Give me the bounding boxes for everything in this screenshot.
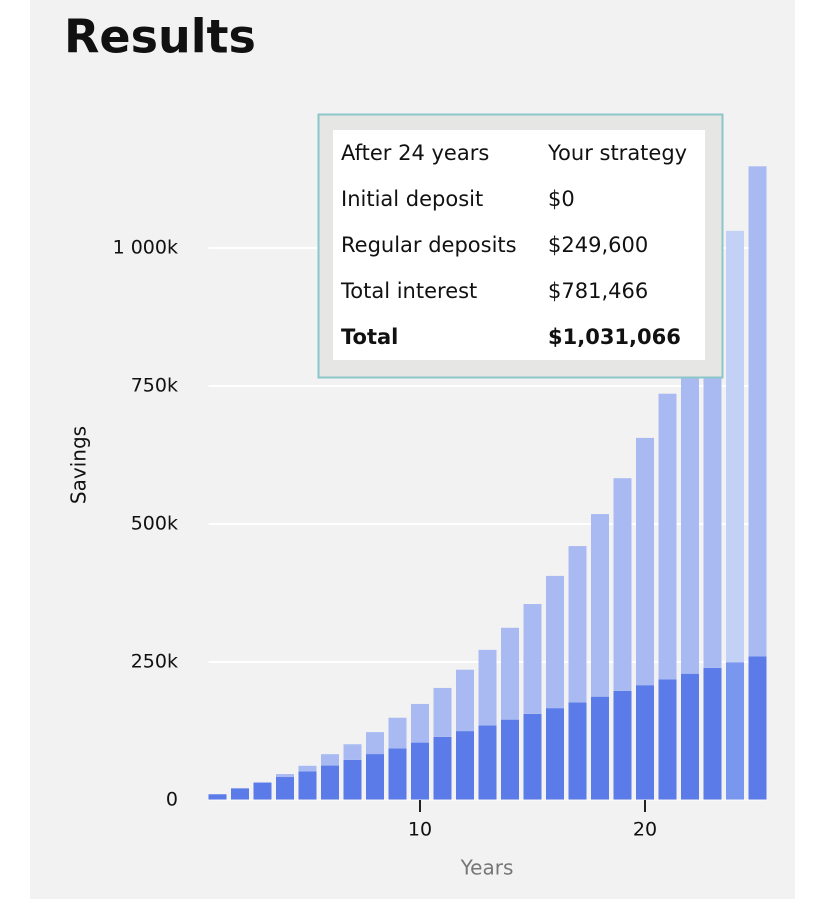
- y-tick-label: 750k: [131, 375, 178, 397]
- bar-segment: [681, 673, 699, 800]
- bar-segment: [411, 742, 429, 800]
- y-tick-label: 250k: [131, 651, 178, 673]
- bar-segment: [433, 736, 452, 800]
- bar-segment: [568, 702, 587, 800]
- y-tick-label: 1 000k: [113, 237, 178, 259]
- bar-segment: [726, 662, 744, 800]
- bar-segment: [343, 744, 362, 760]
- bar-segment: [546, 575, 564, 709]
- bar-segment: [568, 546, 587, 703]
- bar-segment: [478, 649, 497, 726]
- bar-segment: [388, 748, 407, 800]
- bar-segment: [591, 514, 609, 697]
- bar-segment: [321, 765, 339, 800]
- tooltip-cell: $249,600: [548, 233, 648, 257]
- x-tick-label: 20: [633, 819, 657, 841]
- bar-segment: [613, 478, 632, 691]
- bar-segment: [298, 771, 317, 800]
- bar-segment: [298, 765, 317, 772]
- bar-segment: [703, 292, 722, 668]
- bar-segment: [478, 725, 497, 800]
- bar-segment: [366, 732, 384, 755]
- bar-segment: [523, 604, 542, 714]
- tooltip-header: Your strategy: [547, 141, 687, 165]
- bar-segment: [748, 166, 767, 657]
- page-title: Results: [64, 10, 256, 64]
- bar-segment: [726, 230, 744, 663]
- bar-segment: [658, 679, 677, 800]
- tooltip-cell: Initial deposit: [341, 187, 483, 211]
- bar-segment: [501, 719, 519, 800]
- tooltip-header: After 24 years: [341, 141, 489, 165]
- bar-segment: [636, 437, 654, 686]
- bar-segment: [546, 708, 564, 800]
- bar-segment: [501, 627, 519, 720]
- y-axis-label: Savings: [67, 426, 91, 504]
- y-tick-label: 0: [166, 789, 178, 811]
- bar-segment: [276, 774, 294, 778]
- bar-segment: [523, 713, 542, 800]
- bar-segment: [208, 794, 227, 800]
- tooltip-cell: $1,031,066: [548, 325, 681, 349]
- bar-segment: [366, 754, 384, 800]
- tooltip-cell: Total interest: [340, 279, 477, 303]
- bar-segment: [388, 717, 407, 749]
- bar-segment: [703, 667, 722, 800]
- x-axis-label: Years: [460, 856, 514, 880]
- tooltip: After 24 years Your strategy Initial depos…: [317, 113, 724, 379]
- bar-segment: [253, 782, 272, 800]
- tooltip-cell: $781,466: [548, 279, 648, 303]
- bar-segment: [433, 687, 452, 737]
- bar-segment: [658, 393, 677, 680]
- bar-segment: [591, 696, 609, 800]
- bar-segment: [636, 685, 654, 800]
- bar-segment: [231, 788, 249, 800]
- y-tick-label: 500k: [131, 513, 178, 535]
- bar-segment: [748, 656, 767, 800]
- bar-segment: [253, 782, 272, 783]
- bar-segment: [276, 777, 294, 800]
- bar-segment: [456, 669, 474, 732]
- tooltip-body: [333, 130, 705, 360]
- bar-segment: [343, 759, 362, 800]
- x-tick-label: 10: [408, 819, 432, 841]
- tooltip-cell: Total: [341, 325, 398, 349]
- bar-segment: [321, 754, 339, 766]
- tooltip-cell: Regular deposits: [341, 233, 517, 257]
- tooltip-cell: $0: [548, 187, 575, 211]
- bar-segment: [411, 703, 429, 743]
- bar-segment: [456, 731, 474, 800]
- bar-segment: [613, 690, 632, 800]
- plot: 0 250k 500k 750k 1 000k 10 20: [113, 166, 767, 841]
- bar-segment: [681, 346, 699, 674]
